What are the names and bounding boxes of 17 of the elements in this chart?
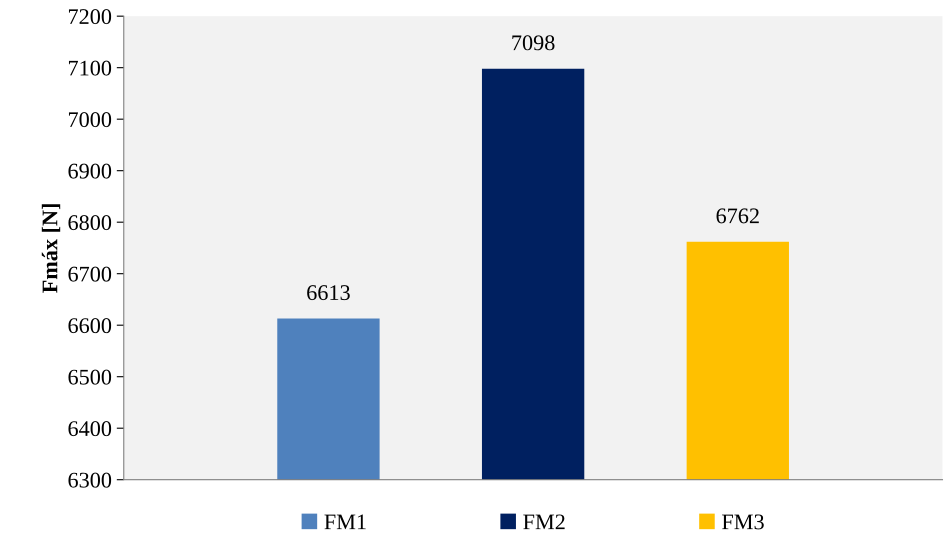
y-tick-label: 6300: [68, 472, 112, 488]
data-label: 7098: [512, 35, 554, 50]
y-tick-label: 6500: [68, 370, 112, 385]
y-tick-label: 6600: [68, 318, 112, 334]
y-tick-label: 7100: [68, 60, 112, 76]
y-tick-label: 6400: [68, 421, 112, 436]
legend-label: FM1: [324, 514, 366, 530]
legend-label: FM3: [722, 514, 764, 530]
y-tick-label: 6700: [68, 266, 112, 282]
y-tick-label: 6900: [68, 164, 112, 179]
y-tick-label: 7000: [68, 112, 112, 128]
y-tick-label: 7200: [68, 9, 112, 24]
y-tick-label: 6800: [68, 215, 112, 230]
data-label: 6613: [307, 285, 350, 300]
legend-label: FM2: [523, 514, 565, 530]
y-axis-title: Fmáx [N]: [42, 204, 60, 293]
data-label: 6762: [716, 208, 759, 224]
